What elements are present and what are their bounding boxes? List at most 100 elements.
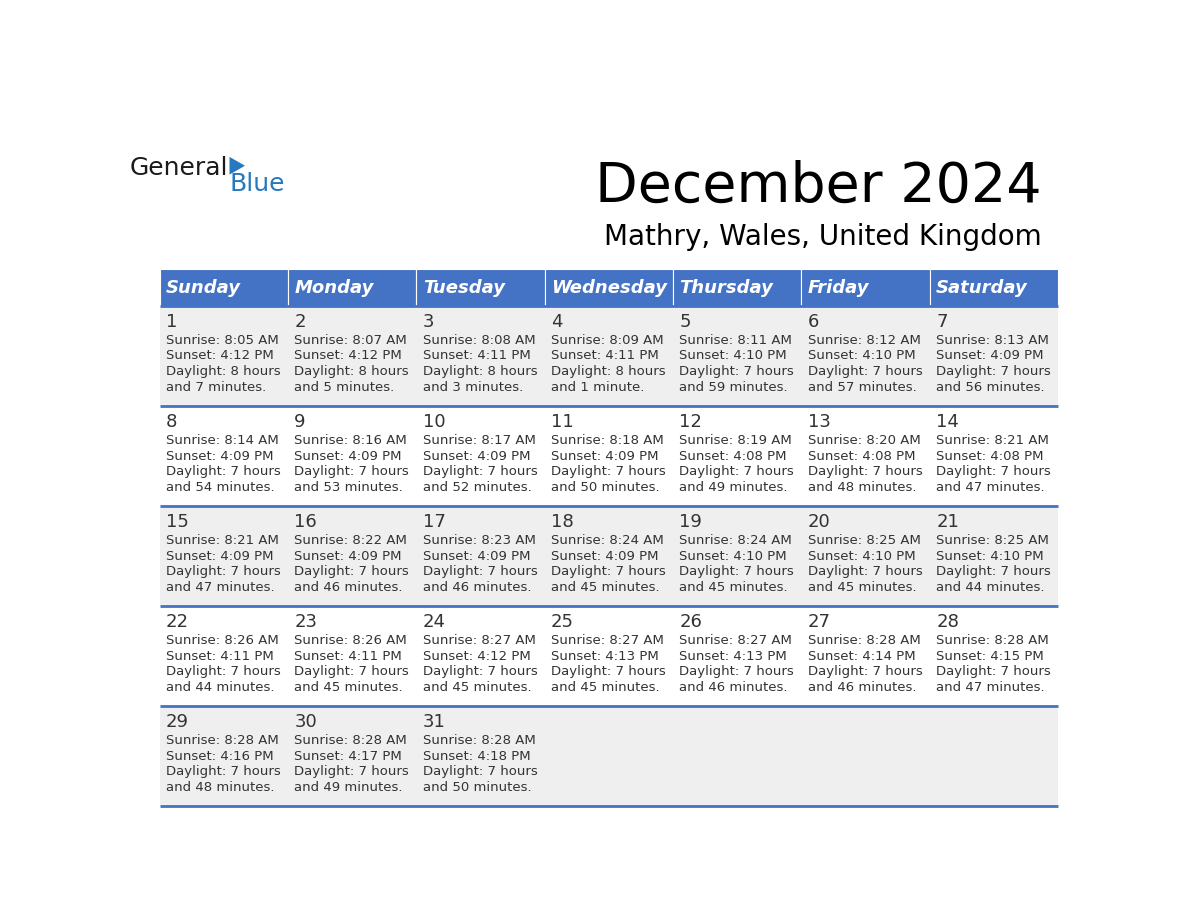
Text: Daylight: 7 hours: Daylight: 7 hours <box>295 565 409 578</box>
Bar <box>802 269 930 306</box>
Text: and 44 minutes.: and 44 minutes. <box>936 581 1044 594</box>
Text: Sunrise: 8:12 AM: Sunrise: 8:12 AM <box>808 334 921 347</box>
Bar <box>674 506 802 606</box>
Text: Sunrise: 8:28 AM: Sunrise: 8:28 AM <box>423 734 536 747</box>
Text: 10: 10 <box>423 413 446 431</box>
Text: Sunset: 4:09 PM: Sunset: 4:09 PM <box>936 350 1044 363</box>
Text: and 44 minutes.: and 44 minutes. <box>166 681 274 694</box>
Bar <box>802 506 930 606</box>
Bar <box>674 269 802 306</box>
Text: Sunset: 4:11 PM: Sunset: 4:11 PM <box>166 650 273 663</box>
Text: Sunset: 4:09 PM: Sunset: 4:09 PM <box>295 450 402 463</box>
Text: Sunrise: 8:19 AM: Sunrise: 8:19 AM <box>680 434 792 447</box>
Bar <box>416 406 544 506</box>
Text: Sunrise: 8:16 AM: Sunrise: 8:16 AM <box>295 434 407 447</box>
Text: and 50 minutes.: and 50 minutes. <box>551 481 659 494</box>
Text: Sunrise: 8:08 AM: Sunrise: 8:08 AM <box>423 334 536 347</box>
Bar <box>930 306 1059 406</box>
Text: 26: 26 <box>680 613 702 632</box>
Text: 13: 13 <box>808 413 830 431</box>
Text: Mathry, Wales, United Kingdom: Mathry, Wales, United Kingdom <box>604 223 1042 252</box>
Bar <box>930 706 1059 806</box>
Bar <box>287 506 416 606</box>
Text: 2: 2 <box>295 313 305 331</box>
Bar <box>287 606 416 706</box>
Text: Wednesday: Wednesday <box>551 278 668 297</box>
Text: and 57 minutes.: and 57 minutes. <box>808 381 917 394</box>
Text: Sunset: 4:15 PM: Sunset: 4:15 PM <box>936 650 1044 663</box>
Text: Sunrise: 8:21 AM: Sunrise: 8:21 AM <box>166 534 279 547</box>
Text: Sunset: 4:13 PM: Sunset: 4:13 PM <box>680 650 788 663</box>
Text: Daylight: 7 hours: Daylight: 7 hours <box>680 666 795 678</box>
Bar <box>159 606 287 706</box>
Text: Sunrise: 8:27 AM: Sunrise: 8:27 AM <box>423 634 536 647</box>
Text: Sunrise: 8:28 AM: Sunrise: 8:28 AM <box>166 734 279 747</box>
Text: 14: 14 <box>936 413 959 431</box>
Text: 8: 8 <box>166 413 177 431</box>
Bar <box>416 606 544 706</box>
Text: Sunset: 4:08 PM: Sunset: 4:08 PM <box>680 450 786 463</box>
Text: and 46 minutes.: and 46 minutes. <box>680 681 788 694</box>
Text: Sunset: 4:12 PM: Sunset: 4:12 PM <box>166 350 273 363</box>
Text: Sunrise: 8:28 AM: Sunrise: 8:28 AM <box>295 734 407 747</box>
Text: 31: 31 <box>423 713 446 732</box>
Text: Daylight: 7 hours: Daylight: 7 hours <box>936 666 1051 678</box>
Text: and 56 minutes.: and 56 minutes. <box>936 381 1044 394</box>
Text: 28: 28 <box>936 613 959 632</box>
Text: and 1 minute.: and 1 minute. <box>551 381 644 394</box>
Text: and 45 minutes.: and 45 minutes. <box>295 681 403 694</box>
Text: Daylight: 7 hours: Daylight: 7 hours <box>936 465 1051 478</box>
Text: Sunset: 4:13 PM: Sunset: 4:13 PM <box>551 650 659 663</box>
Bar <box>416 306 544 406</box>
Text: Daylight: 7 hours: Daylight: 7 hours <box>808 565 923 578</box>
Text: and 47 minutes.: and 47 minutes. <box>936 481 1044 494</box>
Text: December 2024: December 2024 <box>595 160 1042 214</box>
Text: Sunset: 4:09 PM: Sunset: 4:09 PM <box>166 450 273 463</box>
Text: and 52 minutes.: and 52 minutes. <box>423 481 531 494</box>
Text: Sunrise: 8:13 AM: Sunrise: 8:13 AM <box>936 334 1049 347</box>
Text: 7: 7 <box>936 313 948 331</box>
Text: Daylight: 7 hours: Daylight: 7 hours <box>551 666 665 678</box>
Text: 21: 21 <box>936 513 959 532</box>
Text: Daylight: 7 hours: Daylight: 7 hours <box>808 365 923 378</box>
Bar <box>159 406 287 506</box>
Text: and 45 minutes.: and 45 minutes. <box>808 581 916 594</box>
Bar <box>416 706 544 806</box>
Text: Daylight: 7 hours: Daylight: 7 hours <box>680 565 795 578</box>
Text: and 3 minutes.: and 3 minutes. <box>423 381 523 394</box>
Text: Sunrise: 8:25 AM: Sunrise: 8:25 AM <box>808 534 921 547</box>
Text: Daylight: 8 hours: Daylight: 8 hours <box>551 365 665 378</box>
Bar <box>674 606 802 706</box>
Text: 19: 19 <box>680 513 702 532</box>
Bar <box>159 306 287 406</box>
Text: Sunrise: 8:23 AM: Sunrise: 8:23 AM <box>423 534 536 547</box>
Text: Sunset: 4:08 PM: Sunset: 4:08 PM <box>936 450 1044 463</box>
Text: and 48 minutes.: and 48 minutes. <box>166 781 274 794</box>
Bar <box>159 269 287 306</box>
Text: and 45 minutes.: and 45 minutes. <box>551 681 659 694</box>
Text: Sunrise: 8:09 AM: Sunrise: 8:09 AM <box>551 334 664 347</box>
Text: and 46 minutes.: and 46 minutes. <box>808 681 916 694</box>
Text: and 53 minutes.: and 53 minutes. <box>295 481 403 494</box>
Text: Sunrise: 8:18 AM: Sunrise: 8:18 AM <box>551 434 664 447</box>
Text: Sunset: 4:09 PM: Sunset: 4:09 PM <box>423 550 530 563</box>
Text: Sunrise: 8:24 AM: Sunrise: 8:24 AM <box>551 534 664 547</box>
Text: and 48 minutes.: and 48 minutes. <box>808 481 916 494</box>
Text: Sunset: 4:14 PM: Sunset: 4:14 PM <box>808 650 916 663</box>
Text: and 49 minutes.: and 49 minutes. <box>295 781 403 794</box>
Bar <box>287 406 416 506</box>
Text: Sunset: 4:12 PM: Sunset: 4:12 PM <box>423 650 531 663</box>
Text: Daylight: 7 hours: Daylight: 7 hours <box>551 465 665 478</box>
Text: Daylight: 7 hours: Daylight: 7 hours <box>166 565 280 578</box>
Text: and 45 minutes.: and 45 minutes. <box>680 581 788 594</box>
Text: Sunset: 4:10 PM: Sunset: 4:10 PM <box>808 550 916 563</box>
Text: Daylight: 7 hours: Daylight: 7 hours <box>551 565 665 578</box>
Bar <box>802 306 930 406</box>
Text: Sunset: 4:09 PM: Sunset: 4:09 PM <box>551 450 658 463</box>
Text: and 45 minutes.: and 45 minutes. <box>551 581 659 594</box>
Text: Sunrise: 8:17 AM: Sunrise: 8:17 AM <box>423 434 536 447</box>
Text: and 47 minutes.: and 47 minutes. <box>166 581 274 594</box>
Text: and 46 minutes.: and 46 minutes. <box>423 581 531 594</box>
Text: Sunrise: 8:27 AM: Sunrise: 8:27 AM <box>680 634 792 647</box>
Text: Daylight: 7 hours: Daylight: 7 hours <box>808 465 923 478</box>
